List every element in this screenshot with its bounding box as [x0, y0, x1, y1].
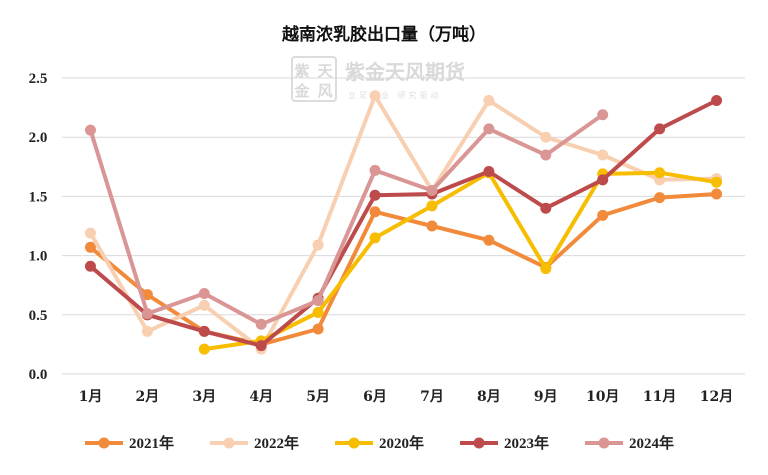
legend-item: 2022年 — [210, 434, 299, 452]
y-tick-label: 2.0 — [29, 130, 48, 146]
data-point — [540, 131, 552, 143]
legend-swatch-marker — [348, 437, 360, 449]
data-point — [198, 287, 210, 299]
data-point — [369, 90, 381, 102]
legend-item: 2024年 — [585, 434, 674, 452]
legend-swatch-marker — [223, 437, 235, 449]
data-point — [597, 149, 609, 161]
series-line — [88, 192, 719, 347]
legend-label: 2022年 — [254, 434, 299, 452]
legend-label: 2024年 — [629, 434, 674, 452]
legend-label: 2020年 — [379, 434, 424, 452]
y-tick-label: 2.5 — [29, 71, 48, 87]
data-point — [483, 234, 495, 246]
data-point — [84, 227, 96, 239]
x-tick-label: 3月 — [192, 389, 216, 405]
y-tick-label: 0.0 — [29, 367, 48, 383]
series-line — [88, 98, 719, 348]
x-tick-label: 11月 — [643, 389, 676, 405]
y-tick-label: 1.0 — [29, 249, 48, 265]
watermark-logo-char: 风 — [317, 82, 332, 100]
grid — [62, 77, 745, 375]
y-tick-label: 0.5 — [29, 308, 48, 324]
data-point — [312, 239, 324, 251]
data-point — [369, 206, 381, 218]
x-tick-label: 6月 — [363, 389, 387, 405]
watermark-logo-char: 紫 — [294, 62, 309, 80]
series-line — [202, 170, 719, 352]
data-point — [540, 263, 552, 275]
data-point — [711, 188, 723, 200]
x-tick-label: 10月 — [586, 389, 619, 405]
data-point — [255, 340, 267, 352]
data-point — [426, 220, 438, 232]
x-tick-label: 8月 — [477, 389, 501, 405]
watermark: 紫 天 金 风 紫金天风期货 立足产业 研究驱动 — [291, 56, 465, 102]
data-point — [369, 164, 381, 176]
data-point — [597, 209, 609, 221]
series-line — [88, 112, 605, 327]
x-tick-label: 7月 — [420, 389, 444, 405]
series-layer — [84, 90, 723, 355]
data-point — [141, 308, 153, 320]
data-point — [654, 123, 666, 135]
watermark-tagline: 立足产业 研究驱动 — [348, 90, 442, 100]
watermark-name: 紫金天风期货 — [345, 60, 465, 84]
legend-swatch-marker — [598, 437, 610, 449]
data-point — [141, 325, 153, 337]
legend-item: 2023年 — [460, 434, 549, 452]
x-tick-label: 5月 — [306, 389, 330, 405]
data-point — [426, 184, 438, 196]
x-tick-label: 1月 — [79, 389, 103, 405]
x-tick-label: 4月 — [249, 389, 273, 405]
y-axis: 0.0 0.5 1.0 1.5 2.0 2.5 — [29, 71, 48, 383]
data-point — [711, 94, 723, 106]
legend-swatch-marker — [473, 437, 485, 449]
series-2024年 — [84, 109, 609, 330]
series-2023年 — [84, 94, 723, 352]
watermark-logo-char: 金 — [293, 82, 310, 100]
data-point — [369, 232, 381, 244]
legend: 2021年 2022年 2020年 2023年 2024年 — [85, 434, 674, 452]
series-line — [88, 93, 719, 352]
data-point — [84, 124, 96, 136]
data-point — [426, 200, 438, 212]
data-point — [312, 323, 324, 335]
data-point — [198, 343, 210, 355]
data-point — [255, 318, 267, 330]
y-tick-label: 1.5 — [29, 189, 48, 205]
legend-swatch-marker — [98, 437, 110, 449]
data-point — [483, 123, 495, 135]
x-tick-label: 9月 — [534, 389, 558, 405]
legend-item: 2020年 — [335, 434, 424, 452]
x-tick-label: 2月 — [136, 389, 160, 405]
legend-label: 2023年 — [504, 434, 549, 452]
data-point — [369, 189, 381, 201]
data-point — [312, 295, 324, 307]
x-axis: 1月 2月 3月 4月 5月 6月 7月 8月 9月 10月 11月 12月 — [79, 389, 734, 405]
data-point — [198, 325, 210, 337]
data-point — [654, 192, 666, 204]
legend-item: 2021年 — [85, 434, 174, 452]
data-point — [483, 94, 495, 106]
data-point — [483, 166, 495, 178]
data-point — [141, 289, 153, 301]
chart-title: 越南浓乳胶出口量（万吨） — [281, 24, 486, 45]
data-point — [654, 167, 666, 179]
legend-label: 2021年 — [129, 434, 174, 452]
watermark-logo-frame — [291, 56, 337, 102]
watermark-logo-char: 天 — [317, 62, 333, 80]
data-point — [711, 176, 723, 188]
data-point — [540, 202, 552, 214]
data-point — [84, 260, 96, 272]
data-point — [312, 306, 324, 318]
data-point — [540, 149, 552, 161]
data-point — [597, 174, 609, 186]
data-point — [84, 241, 96, 253]
x-tick-label: 12月 — [700, 389, 733, 405]
data-point — [198, 299, 210, 311]
data-point — [597, 109, 609, 121]
series-2020年 — [198, 167, 723, 355]
